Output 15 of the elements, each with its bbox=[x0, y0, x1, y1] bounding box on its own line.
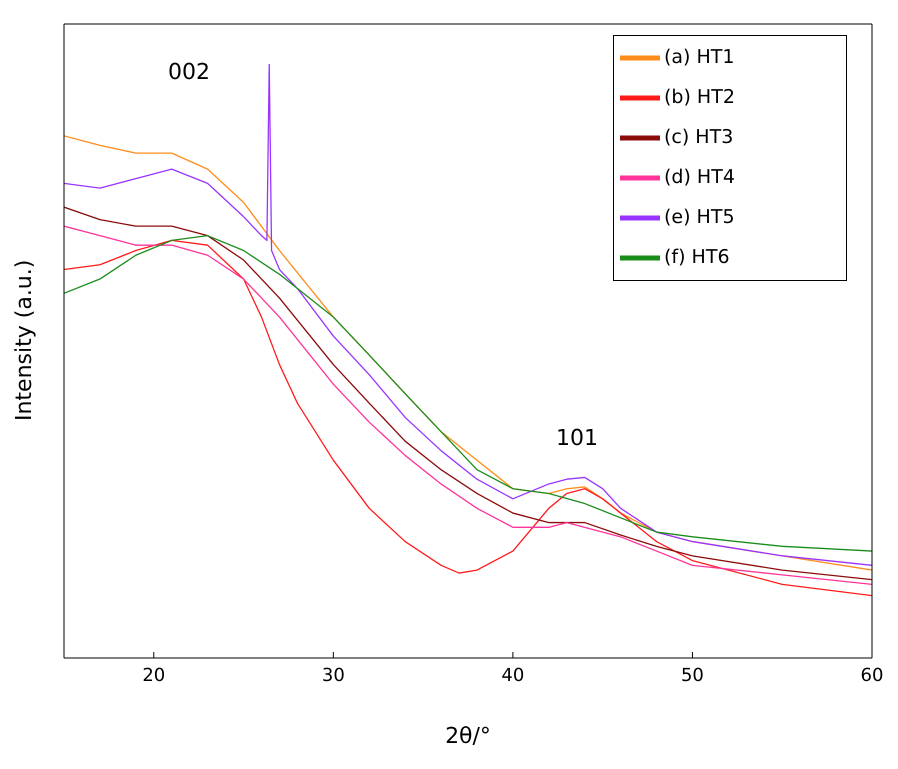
annotation: 002 bbox=[168, 60, 210, 85]
y-axis-title: Intensity (a.u.) bbox=[12, 260, 37, 421]
legend-label: (e) HT5 bbox=[664, 206, 735, 228]
annotation: 101 bbox=[556, 426, 598, 451]
legend-label: (c) HT3 bbox=[664, 126, 734, 148]
x-tick-label: 40 bbox=[501, 664, 524, 686]
x-axis-title: 2θ/° bbox=[445, 724, 491, 749]
x-tick-label: 20 bbox=[142, 664, 166, 686]
x-tick-label: 30 bbox=[322, 664, 345, 686]
x-tick-label: 60 bbox=[860, 664, 884, 686]
legend-label: (f) HT6 bbox=[664, 246, 730, 268]
x-tick-label: 50 bbox=[680, 664, 704, 686]
legend-label: (d) HT4 bbox=[664, 166, 735, 188]
legend-label: (b) HT2 bbox=[664, 86, 735, 108]
legend-label: (a) HT1 bbox=[664, 46, 734, 68]
